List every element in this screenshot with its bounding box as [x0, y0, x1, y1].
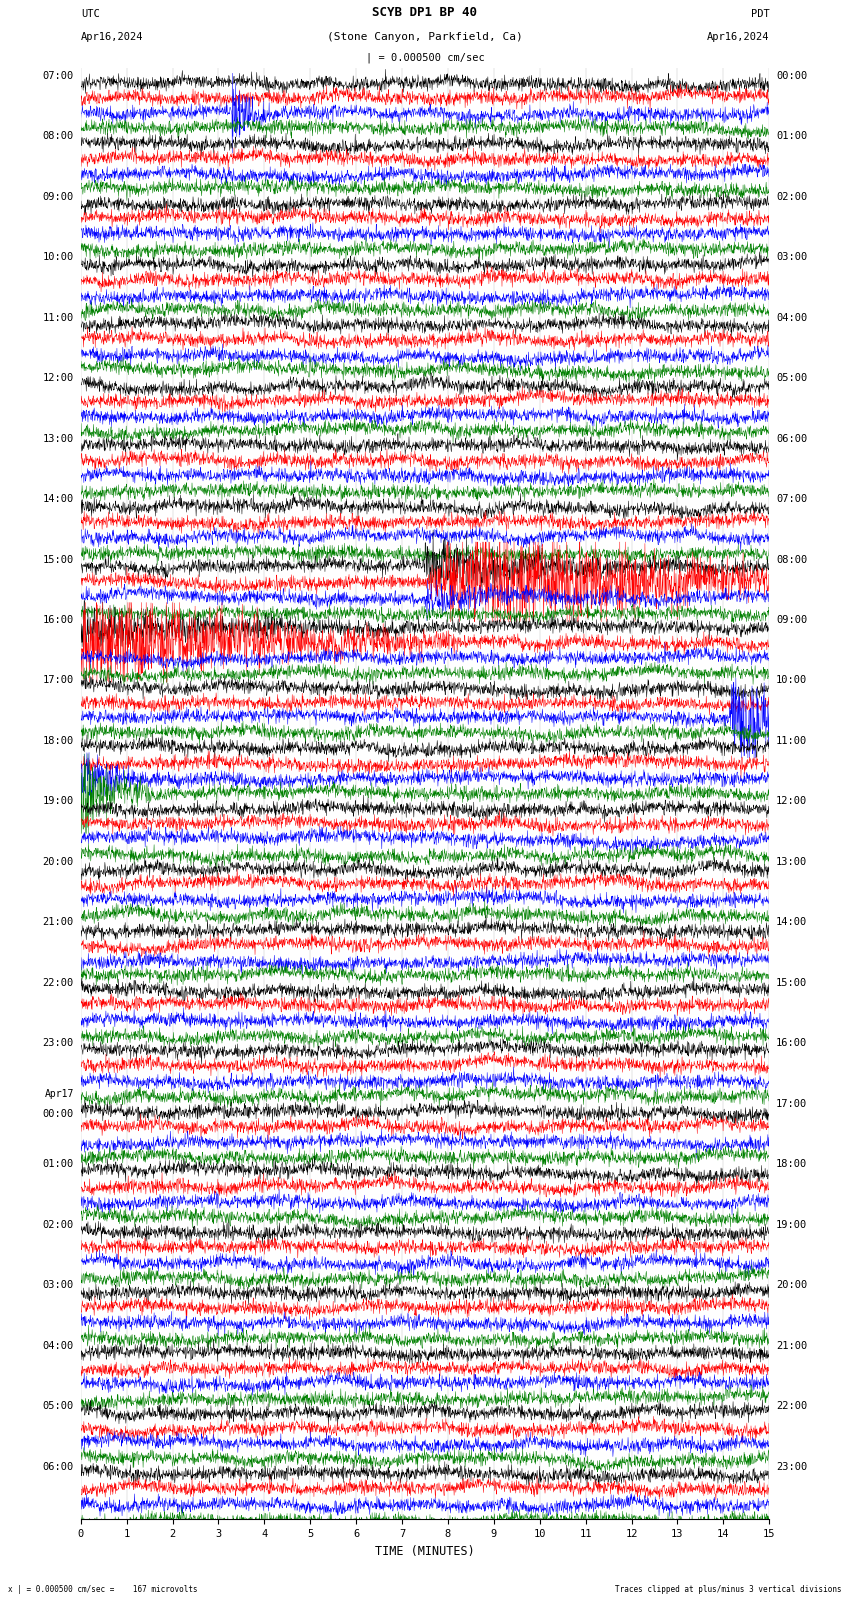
Text: 07:00: 07:00: [776, 494, 808, 503]
Text: 04:00: 04:00: [42, 1340, 74, 1350]
Text: 20:00: 20:00: [42, 857, 74, 866]
Text: 11:00: 11:00: [776, 736, 808, 745]
Text: 02:00: 02:00: [776, 192, 808, 202]
Text: 10:00: 10:00: [776, 676, 808, 686]
Text: 03:00: 03:00: [42, 1281, 74, 1290]
Text: 00:00: 00:00: [42, 1108, 74, 1119]
Text: 17:00: 17:00: [42, 676, 74, 686]
X-axis label: TIME (MINUTES): TIME (MINUTES): [375, 1545, 475, 1558]
Text: 05:00: 05:00: [776, 373, 808, 382]
Text: 21:00: 21:00: [42, 918, 74, 927]
Text: 15:00: 15:00: [776, 977, 808, 987]
Text: Apr16,2024: Apr16,2024: [81, 32, 144, 42]
Text: 06:00: 06:00: [776, 434, 808, 444]
Text: 03:00: 03:00: [776, 252, 808, 261]
Text: SCYB DP1 BP 40: SCYB DP1 BP 40: [372, 6, 478, 19]
Text: PDT: PDT: [751, 10, 769, 19]
Text: 19:00: 19:00: [42, 797, 74, 806]
Text: 00:00: 00:00: [776, 71, 808, 81]
Text: 14:00: 14:00: [42, 494, 74, 503]
Text: 09:00: 09:00: [42, 192, 74, 202]
Text: 14:00: 14:00: [776, 918, 808, 927]
Text: 15:00: 15:00: [42, 555, 74, 565]
Text: 19:00: 19:00: [776, 1219, 808, 1229]
Text: 07:00: 07:00: [42, 71, 74, 81]
Text: 12:00: 12:00: [776, 797, 808, 806]
Text: 11:00: 11:00: [42, 313, 74, 323]
Text: 17:00: 17:00: [776, 1098, 808, 1108]
Text: Apr16,2024: Apr16,2024: [706, 32, 769, 42]
Text: 12:00: 12:00: [42, 373, 74, 382]
Text: x | = 0.000500 cm/sec =    167 microvolts: x | = 0.000500 cm/sec = 167 microvolts: [8, 1584, 198, 1594]
Text: 23:00: 23:00: [776, 1461, 808, 1471]
Text: 04:00: 04:00: [776, 313, 808, 323]
Text: Traces clipped at plus/minus 3 vertical divisions: Traces clipped at plus/minus 3 vertical …: [615, 1584, 842, 1594]
Text: 13:00: 13:00: [776, 857, 808, 866]
Text: 05:00: 05:00: [42, 1402, 74, 1411]
Text: 22:00: 22:00: [776, 1402, 808, 1411]
Text: 16:00: 16:00: [42, 615, 74, 624]
Text: 13:00: 13:00: [42, 434, 74, 444]
Text: 20:00: 20:00: [776, 1281, 808, 1290]
Text: 18:00: 18:00: [42, 736, 74, 745]
Text: 01:00: 01:00: [42, 1160, 74, 1169]
Text: 10:00: 10:00: [42, 252, 74, 261]
Text: | = 0.000500 cm/sec: | = 0.000500 cm/sec: [366, 52, 484, 63]
Text: 22:00: 22:00: [42, 977, 74, 987]
Text: 16:00: 16:00: [776, 1039, 808, 1048]
Text: 08:00: 08:00: [776, 555, 808, 565]
Text: 08:00: 08:00: [42, 131, 74, 140]
Text: 23:00: 23:00: [42, 1039, 74, 1048]
Text: UTC: UTC: [81, 10, 99, 19]
Text: 01:00: 01:00: [776, 131, 808, 140]
Text: Apr17: Apr17: [44, 1089, 74, 1098]
Text: 02:00: 02:00: [42, 1219, 74, 1229]
Text: 18:00: 18:00: [776, 1160, 808, 1169]
Text: (Stone Canyon, Parkfield, Ca): (Stone Canyon, Parkfield, Ca): [327, 32, 523, 42]
Text: 09:00: 09:00: [776, 615, 808, 624]
Text: 06:00: 06:00: [42, 1461, 74, 1471]
Text: 21:00: 21:00: [776, 1340, 808, 1350]
